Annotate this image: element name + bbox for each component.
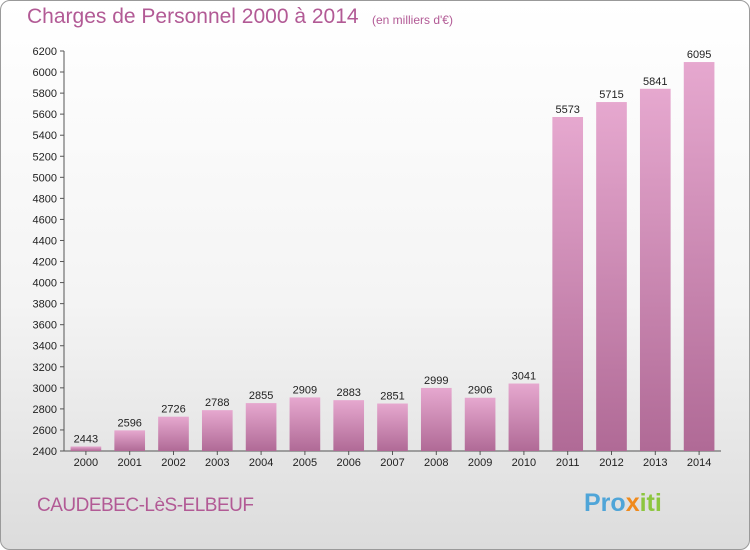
bar-2003 [201, 410, 233, 451]
x-tick-label: 2006 [336, 457, 360, 469]
y-tick-label: 5400 [33, 130, 57, 142]
bar-value-label: 5841 [643, 76, 667, 88]
bars [70, 62, 715, 451]
y-tick-label: 4600 [33, 214, 57, 226]
bar-value-label: 6095 [687, 49, 711, 61]
data-labels: 2443 2596 2726 2788 2855 2909 2883 2851 2999 2906… [74, 49, 712, 445]
y-tick-label: 4800 [33, 193, 57, 205]
y-tick-label: 3400 [33, 341, 57, 353]
bar-2010 [508, 383, 540, 451]
logo-part-pro: Pro [584, 489, 626, 517]
bar-2009 [464, 397, 496, 451]
bar-value-label: 2443 [74, 433, 98, 445]
y-tick-label: 4400 [33, 235, 57, 247]
bar-2004 [245, 403, 277, 451]
y-tick-label: 2800 [33, 404, 57, 416]
y-tick-label: 3600 [33, 320, 57, 332]
bar-2007 [377, 403, 408, 451]
x-tick-label: 2002 [161, 457, 185, 469]
bar-2014 [683, 62, 715, 451]
y-tick-label: 5600 [33, 109, 57, 121]
x-tick-label: 2003 [205, 457, 229, 469]
x-tick-label: 2012 [599, 457, 623, 469]
bar-2011 [552, 117, 584, 451]
y-tick-label: 5000 [33, 172, 57, 184]
bar-value-label: 2851 [380, 391, 404, 403]
x-tick-label: 2004 [249, 457, 273, 469]
y-tick-label: 3200 [33, 362, 57, 374]
bar-value-label: 2906 [468, 385, 492, 397]
y-tick-label: 2600 [33, 425, 57, 437]
y-tick-label: 4000 [33, 278, 57, 290]
bar-value-label: 2726 [161, 404, 185, 416]
bar-value-label: 2883 [336, 387, 360, 399]
x-tick-label: 2011 [556, 457, 580, 469]
chart-subtitle: (en milliers d'€) [372, 13, 453, 27]
bar-value-label: 2596 [117, 417, 141, 429]
bar-value-label: 2909 [293, 384, 317, 396]
commune-name: CAUDEBEC-LèS-ELBEUF [37, 495, 254, 516]
y-tick-label: 6200 [33, 46, 57, 58]
y-tick-label: 5200 [33, 151, 57, 163]
bar-value-label: 5573 [555, 104, 579, 116]
y-tick-label: 6000 [33, 67, 57, 79]
x-tick-label: 2008 [424, 457, 448, 469]
bar-value-label: 2788 [205, 397, 229, 409]
bar-value-label: 2999 [424, 375, 448, 387]
bar-2001 [114, 430, 146, 451]
y-tick-label: 4200 [33, 257, 57, 269]
x-tick-label: 2005 [293, 457, 317, 469]
y-tick-label: 3000 [33, 383, 57, 395]
x-tick-label: 2007 [380, 457, 404, 469]
bar-value-label: 3041 [512, 371, 536, 383]
x-tick-label: 2013 [643, 457, 667, 469]
logo-part-x: x [625, 489, 640, 517]
x-tick-label: 2001 [117, 457, 141, 469]
bar-2012 [596, 102, 627, 451]
y-tick-label: 2400 [33, 446, 57, 458]
y-tick-label: 5800 [33, 88, 57, 100]
proxiti-logo: Proxiti [584, 489, 662, 518]
bar-value-label: 2855 [249, 390, 273, 402]
bar-value-label: 5715 [599, 89, 623, 101]
x-tick-label: 2010 [512, 457, 536, 469]
bar-2000 [70, 446, 102, 451]
bar-2008 [420, 387, 452, 451]
x-tick-label: 2000 [74, 457, 98, 469]
bar-2002 [158, 416, 189, 451]
bar-2013 [639, 88, 671, 451]
logo-part-iti: iti [639, 489, 662, 517]
x-tick-label: 2009 [468, 457, 492, 469]
x-tick-label: 2014 [687, 457, 711, 469]
chart-title: Charges de Personnel 2000 à 2014 [27, 5, 359, 28]
bar-2005 [289, 397, 321, 451]
y-tick-label: 3800 [33, 299, 57, 311]
bar-2006 [333, 400, 365, 451]
